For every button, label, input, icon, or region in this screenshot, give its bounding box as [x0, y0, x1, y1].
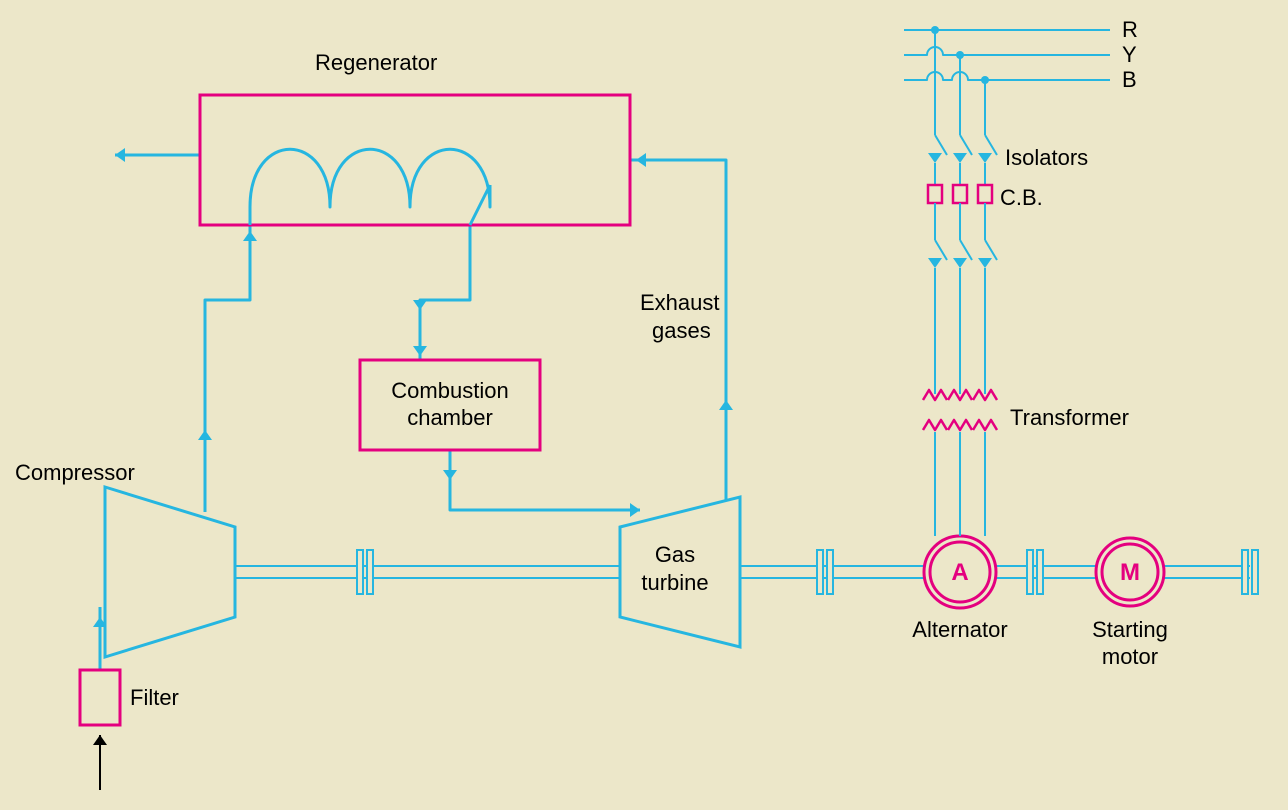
- coupling: [817, 550, 823, 594]
- gas-label: Gas: [655, 542, 695, 567]
- coupling: [1027, 550, 1033, 594]
- filter-label: Filter: [130, 685, 179, 710]
- gases-label: gases: [652, 318, 711, 343]
- coupling: [1037, 550, 1043, 594]
- coupling: [1252, 550, 1258, 594]
- alternator-letter: A: [951, 559, 968, 586]
- coupling: [827, 550, 833, 594]
- compressor-label: Compressor: [15, 460, 135, 485]
- circuit-breaker: [978, 185, 992, 203]
- circuit-breaker: [953, 185, 967, 203]
- combustion-label: Combustion: [391, 378, 508, 403]
- circuit-breaker: [928, 185, 942, 203]
- chamber-label: chamber: [407, 405, 493, 430]
- cb-label: C.B.: [1000, 185, 1043, 210]
- alternator-label: Alternator: [912, 617, 1007, 642]
- coupling: [367, 550, 373, 594]
- turbine-label: turbine: [641, 570, 708, 595]
- bus-R-label: R: [1122, 17, 1138, 42]
- isolators-label: Isolators: [1005, 145, 1088, 170]
- motor-label: motor: [1102, 644, 1158, 669]
- filter-box: [80, 670, 120, 725]
- regenerator-label: Regenerator: [315, 50, 437, 75]
- transformer-label: Transformer: [1010, 405, 1129, 430]
- bus-Y-label: Y: [1122, 42, 1137, 67]
- exhaust-label: Exhaust: [640, 290, 720, 315]
- coupling: [1242, 550, 1248, 594]
- starting-label: Starting: [1092, 617, 1168, 642]
- coupling: [357, 550, 363, 594]
- bus-B-label: B: [1122, 67, 1137, 92]
- starting-motor-letter: M: [1120, 559, 1140, 586]
- gas-turbine-plant-diagram: A M Regenerator Compressor Filter Combustionc…: [0, 0, 1288, 810]
